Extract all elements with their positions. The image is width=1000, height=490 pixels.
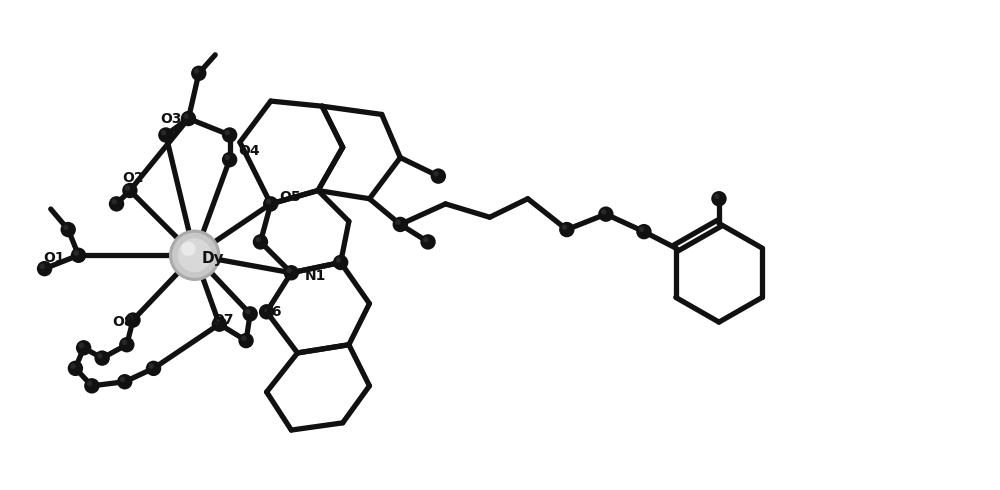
Circle shape — [97, 353, 103, 359]
Text: O8: O8 — [112, 315, 134, 329]
Circle shape — [183, 114, 189, 119]
Circle shape — [242, 306, 258, 321]
Circle shape — [112, 199, 117, 204]
Circle shape — [238, 333, 254, 348]
Circle shape — [125, 186, 130, 191]
Circle shape — [636, 224, 652, 239]
Circle shape — [255, 237, 261, 242]
Text: O3: O3 — [161, 112, 182, 125]
Circle shape — [598, 206, 614, 222]
Circle shape — [639, 226, 644, 232]
Circle shape — [433, 171, 439, 176]
Circle shape — [158, 127, 174, 143]
Text: O1: O1 — [44, 251, 65, 266]
Circle shape — [711, 191, 727, 206]
Circle shape — [262, 307, 267, 312]
Circle shape — [63, 224, 69, 230]
Circle shape — [68, 361, 83, 376]
Circle shape — [214, 319, 220, 324]
Circle shape — [73, 250, 79, 256]
Circle shape — [562, 224, 567, 230]
Circle shape — [128, 315, 133, 320]
Circle shape — [423, 237, 428, 242]
Circle shape — [84, 378, 100, 393]
Circle shape — [266, 199, 271, 204]
Circle shape — [395, 220, 401, 225]
Circle shape — [76, 340, 91, 356]
Circle shape — [222, 127, 237, 143]
Circle shape — [79, 343, 84, 348]
Circle shape — [117, 374, 132, 390]
Circle shape — [120, 377, 125, 382]
Circle shape — [61, 222, 76, 237]
Circle shape — [559, 222, 575, 237]
Circle shape — [94, 350, 110, 366]
Circle shape — [393, 217, 408, 232]
Circle shape — [40, 264, 45, 269]
Circle shape — [253, 234, 268, 249]
Circle shape — [225, 130, 230, 135]
Circle shape — [149, 364, 154, 369]
Circle shape — [333, 255, 348, 270]
Circle shape — [431, 169, 446, 184]
Circle shape — [122, 340, 127, 345]
Circle shape — [225, 155, 230, 160]
Text: O2: O2 — [123, 171, 144, 185]
Circle shape — [212, 317, 227, 332]
Circle shape — [601, 209, 606, 215]
Circle shape — [178, 238, 212, 272]
Circle shape — [146, 361, 161, 376]
Circle shape — [714, 194, 719, 199]
Text: O6: O6 — [260, 305, 282, 319]
Circle shape — [420, 234, 436, 249]
Circle shape — [259, 304, 274, 319]
Text: O5: O5 — [279, 190, 301, 204]
Circle shape — [336, 257, 341, 263]
Circle shape — [87, 381, 92, 386]
Circle shape — [119, 337, 135, 352]
Circle shape — [222, 152, 237, 168]
Circle shape — [37, 261, 52, 276]
Circle shape — [125, 312, 141, 328]
Circle shape — [181, 111, 196, 126]
Text: Dy: Dy — [202, 251, 224, 266]
Circle shape — [191, 66, 206, 81]
Circle shape — [71, 247, 86, 263]
Circle shape — [241, 336, 246, 341]
Circle shape — [122, 183, 138, 198]
Circle shape — [172, 233, 217, 278]
Text: O7: O7 — [212, 313, 234, 327]
Text: N1: N1 — [305, 269, 326, 283]
Circle shape — [109, 196, 124, 212]
Circle shape — [286, 268, 292, 273]
Circle shape — [194, 68, 199, 73]
Circle shape — [245, 309, 251, 314]
Circle shape — [70, 364, 76, 369]
Text: O4: O4 — [238, 145, 259, 158]
Circle shape — [263, 196, 278, 212]
Circle shape — [181, 242, 196, 256]
Circle shape — [169, 230, 220, 281]
Circle shape — [161, 130, 166, 135]
Circle shape — [284, 265, 299, 280]
